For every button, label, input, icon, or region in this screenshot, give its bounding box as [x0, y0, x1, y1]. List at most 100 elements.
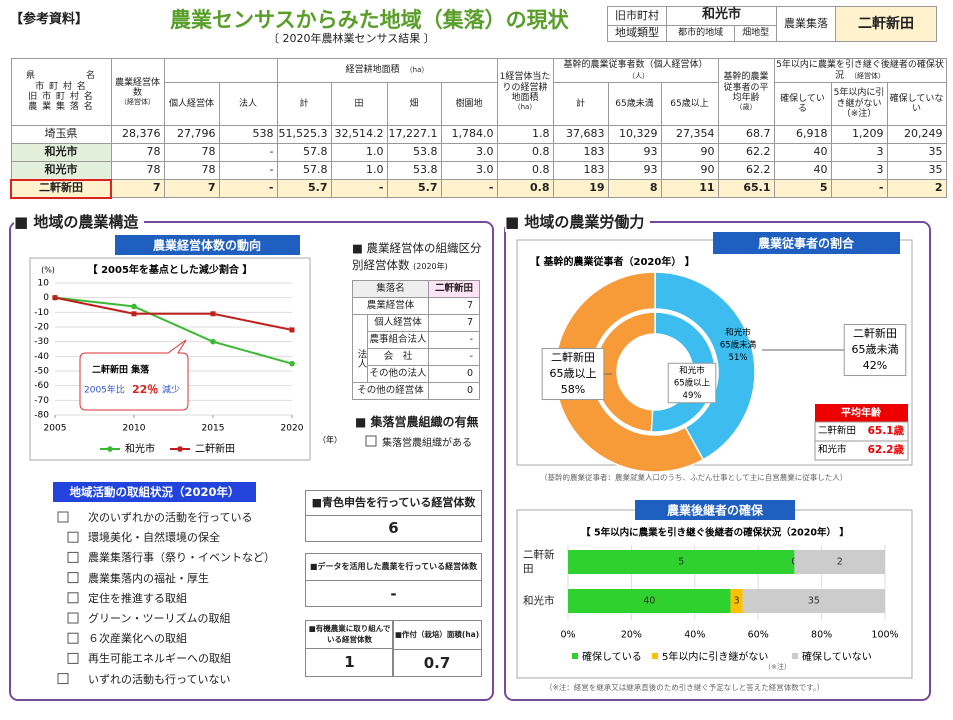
legend-marker: [177, 446, 183, 452]
callout: [79, 339, 189, 411]
marker: [289, 360, 295, 367]
table-value: 40: [773, 143, 832, 162]
group-header: [163, 58, 278, 83]
column-unit: （歳）: [735, 103, 757, 112]
table-value: 11: [660, 179, 719, 198]
title-bar: [115, 235, 300, 255]
section-heading: ■ 地域の農業労働力: [505, 211, 651, 232]
table-value: 0.8: [496, 161, 554, 180]
table-value: 7: [110, 179, 165, 198]
table-value: 10,329: [607, 125, 662, 144]
table-value: 1,209: [830, 125, 888, 144]
column-header: 計: [552, 82, 609, 126]
org-value: -: [428, 331, 480, 349]
age-row: [814, 440, 909, 461]
indicator-label: ■作付（栽培）面積(ha): [393, 621, 481, 650]
slice-value: 58%: [561, 383, 585, 396]
age-title-bg: [815, 404, 908, 422]
age-value: 62.2歳: [868, 443, 905, 456]
label-box: [843, 323, 907, 377]
main-table: 県 名市 町 村 名旧 市 町 村 名農 業 集 落 名農業経営体数 （経営体）経…: [10, 58, 947, 199]
row-name: 二軒新田: [10, 178, 112, 199]
x-tick-label: 2020: [281, 424, 304, 434]
data-label: 5: [678, 557, 684, 568]
bar-segment: [568, 550, 795, 574]
page-subtitle: 〔 2020年農林業センサス結果 〕: [268, 32, 435, 45]
table-value: -: [218, 143, 278, 162]
y-tick-label: -60: [34, 381, 49, 391]
info-label: 旧市町村: [607, 6, 667, 26]
marker: [131, 303, 137, 310]
checkbox: [67, 612, 79, 624]
table-value: -: [830, 179, 888, 198]
table-value: 93: [607, 143, 662, 162]
x-tick-label: 2010: [123, 424, 146, 434]
group-unit: （ha）: [405, 66, 429, 75]
slice-series: 和光市: [725, 327, 751, 338]
table-value: 3: [830, 143, 888, 162]
table-value: 20,249: [886, 125, 947, 144]
checkbox: [67, 572, 79, 584]
legend-marker: [107, 446, 113, 452]
column-label: 1経営体当たりの経営耕地面積: [499, 72, 551, 104]
category-label: 和光市: [523, 595, 555, 607]
page-title: 農業センサスからみた地域（集落）の現状: [170, 8, 569, 32]
table-value: 1,784.0: [440, 125, 498, 144]
age-title: 平均年齢: [841, 406, 882, 419]
settlement-farming-title: ■ 集落営農組織の有無: [355, 415, 479, 429]
org-value: 7: [428, 297, 480, 315]
header-row: 県 名市 町 村 名旧 市 町 村 名農 業 集 落 名農業経営体数 （経営体）経…: [10, 58, 947, 126]
table-value: 27,796: [163, 125, 220, 144]
x-tick-label: 2015: [202, 424, 225, 434]
info-table: 旧市町村 和光市 農業集落 二軒新田 地域類型 都市的地域 畑地型: [607, 6, 937, 43]
activity-item: 環境美化・自然環境の保全: [88, 531, 220, 545]
table-value: 37,683: [552, 125, 609, 144]
table-value: 78: [163, 161, 220, 180]
y-tick-label: 10: [38, 279, 50, 289]
column-header: 個人経営体: [163, 82, 220, 126]
column-header: 確保していない: [886, 82, 947, 126]
chart-title: 農業経営体数の動向: [153, 238, 261, 253]
activities-title: 地域活動の取組状況（2020年）: [53, 482, 256, 502]
title-bar: [635, 500, 795, 520]
data-label: 2: [837, 557, 843, 568]
checkbox: [67, 632, 79, 644]
legend-swatch: [792, 653, 798, 659]
table-value: -: [218, 179, 278, 198]
info-value: 都市的地域: [665, 24, 736, 43]
info-label: 地域類型: [607, 24, 667, 43]
info-label: 農業集落: [776, 6, 836, 42]
section-heading: ■ 地域の農業構造: [14, 211, 145, 232]
y-tick-label: -30: [34, 337, 49, 347]
marker: [210, 311, 216, 317]
legend-label: 和光市: [125, 442, 155, 455]
series-line: [54, 296, 293, 331]
column-header: 農業経営体数 （経営体）: [110, 58, 165, 126]
table-value: 3.0: [440, 161, 498, 180]
table-value: 0.8: [496, 143, 554, 162]
table-value: 28,376: [110, 125, 165, 144]
legend-swatch: [652, 653, 658, 659]
column-header: 5年以内に引き継がない（※注）: [830, 82, 888, 126]
age-name: 二軒新田: [818, 425, 856, 437]
table-value: 65.1: [717, 179, 775, 198]
slice-category: 65歳以上: [674, 378, 711, 389]
y-tick-label: -20: [34, 323, 49, 333]
column-header: 基幹的農業従事者の平均年齢 （歳）: [717, 58, 775, 126]
checkbox: [67, 592, 79, 604]
indicator-box: ■データを活用した農業を行っている経営体数 -: [305, 553, 482, 607]
table-value: 19: [552, 179, 609, 198]
y-tick-label: -10: [34, 308, 49, 318]
column-header: 樹園地: [440, 82, 498, 126]
table-value: 57.8: [276, 161, 332, 180]
table-row: 和光市 78 78-57.8 1.0 53.8 3.0 0.8 183 93 90 62.2 40 3 3…: [10, 161, 947, 180]
org-header: 集落名: [352, 280, 429, 298]
org-year: (2020年): [413, 261, 448, 271]
table-value: 93: [607, 161, 662, 180]
org-header: 二軒新田: [428, 280, 480, 298]
table-value: 1.8: [496, 125, 554, 144]
checkbox: [67, 652, 79, 664]
table-value: 53.8: [386, 161, 442, 180]
table-value: 53.8: [386, 143, 442, 162]
